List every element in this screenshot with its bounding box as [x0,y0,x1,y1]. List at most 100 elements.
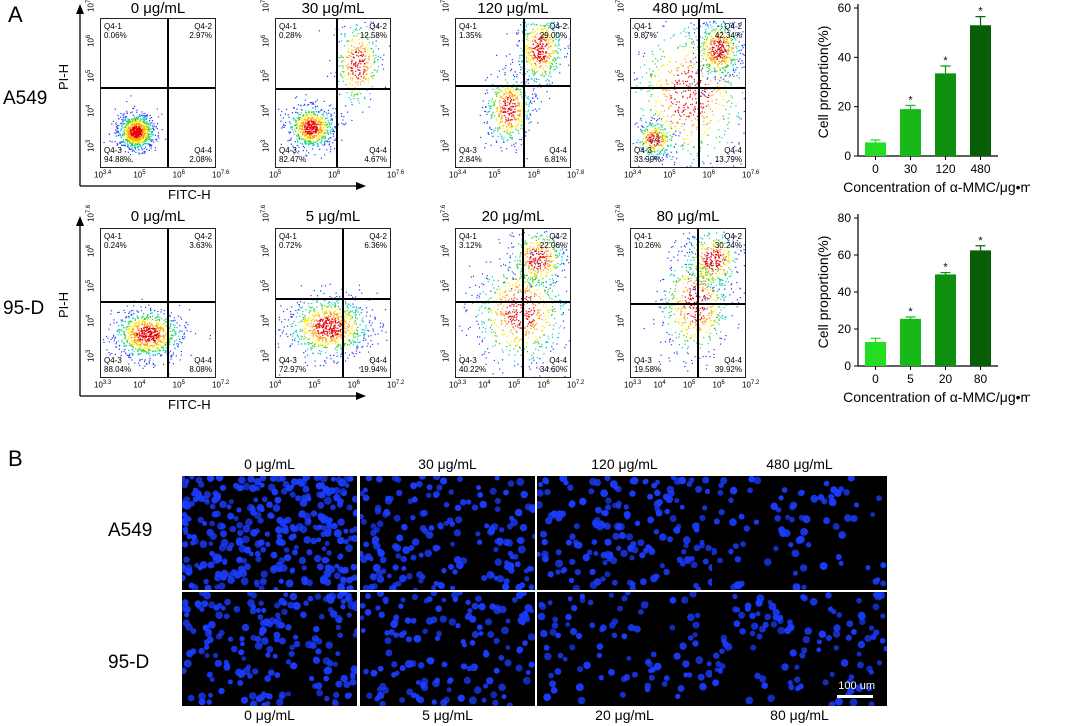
flow-event-dot [358,92,360,94]
quadrant-gate-horizontal[interactable] [631,86,745,89]
flow-event-dot [356,24,358,26]
quadrant-gate-vertical[interactable] [167,19,170,167]
flow-event-dot [720,27,722,30]
flow-event-dot [327,141,329,143]
flow-event-dot [298,114,300,116]
flow-event-dot [119,122,122,125]
flow-event-dot [546,23,548,25]
flow-event-dot [353,95,355,97]
flow-event-dot [552,53,555,55]
flow-event-dot [141,350,143,352]
flow-event-dot [137,337,139,339]
flow-event-dot [357,55,360,57]
flow-event-dot [711,166,713,167]
flow-event-dot [710,57,712,59]
flow-event-dot [145,138,147,141]
flow-event-dot [347,49,349,51]
flow-event-dot [501,118,503,120]
flow-event-dot [545,62,547,64]
flow-event-dot [680,145,682,147]
flow-event-dot [313,126,315,128]
flow-x-axis-label-row1: FITC-H [168,187,211,202]
quadrant-gate-horizontal[interactable] [456,85,570,87]
flow-event-dot [138,129,140,131]
flow-event-dot [649,132,651,134]
flow-event-dot [660,124,662,126]
flow-event-dot [535,56,537,59]
flow-event-dot [344,33,346,35]
flow-event-dot [137,343,139,345]
flow-event-dot [363,81,365,83]
flow-event-dot [735,39,737,41]
quadrant-gate-vertical[interactable] [523,19,526,167]
flow-event-dot [732,69,735,71]
flow-event-dot [691,83,693,85]
flow-event-dot [492,84,494,86]
flow-event-dot [317,122,319,124]
flow-event-dot [133,123,136,125]
flow-event-dot [552,51,554,53]
flow-event-dot [488,100,490,102]
flow-event-dot [507,110,509,113]
flow-event-dot [303,139,305,141]
flow-event-dot [140,123,142,125]
flow-event-dot [502,128,504,130]
flow-event-dot [660,125,662,127]
flow-event-dot [316,128,318,130]
quadrant-gate-horizontal[interactable] [101,86,215,89]
flow-event-dot [519,113,521,115]
quadrant-gate-vertical[interactable] [336,19,339,167]
flow-event-dot [159,350,161,352]
flow-event-dot [139,130,141,132]
flow-event-dot [651,131,653,133]
flow-event-dot [706,42,708,44]
flow-event-dot [292,107,295,109]
flow-event-dot [521,60,523,62]
flow-event-dot [745,123,746,124]
flow-event-dot [693,147,695,149]
flow-event-dot [341,26,344,28]
flow-event-dot [126,110,128,112]
flow-event-dot [311,114,313,116]
flow-event-dot [351,44,353,47]
flow-event-dot [304,123,306,125]
flow-event-dot [170,356,172,358]
flow-event-dot [147,123,150,125]
flow-event-dot [721,50,724,53]
flow-event-dot [538,62,540,64]
flow-event-dot [511,91,513,93]
flow-event-dot [115,341,118,343]
flow-event-dot [695,72,697,74]
flow-event-dot [733,165,735,167]
flow-event-dot [714,71,716,73]
flow-event-dot [486,77,488,79]
quadrant-gate-horizontal[interactable] [276,88,390,90]
flow-event-dot [304,142,306,144]
flow-event-dot [520,94,522,96]
flow-event-dot [150,147,152,149]
flow-event-dot [496,91,498,93]
flow-x-tick-label: 106 [328,170,341,180]
flow-event-dot [503,137,505,139]
flow-event-dot [295,111,297,113]
flow-event-dot [493,103,495,105]
flow-event-dot [556,24,558,26]
flow-event-dot [715,30,717,32]
flow-event-dot [713,70,715,72]
flow-event-dot [335,28,337,30]
flow-event-dot [302,124,304,126]
flow-event-dot [499,99,501,101]
flow-event-dot [735,54,737,56]
flow-event-dot [490,115,492,117]
flow-event-dot [373,62,375,64]
flow-event-dot [707,63,709,65]
flow-event-dot [705,45,707,48]
flow-event-dot [366,69,368,71]
flow-event-dot [654,157,656,159]
flow-event-dot [313,143,315,145]
flow-event-dot [143,148,145,150]
flow-event-dot [147,330,149,332]
flow-event-dot [344,34,346,36]
flow-event-dot [308,121,310,123]
quadrant-gate-vertical[interactable] [698,19,701,167]
